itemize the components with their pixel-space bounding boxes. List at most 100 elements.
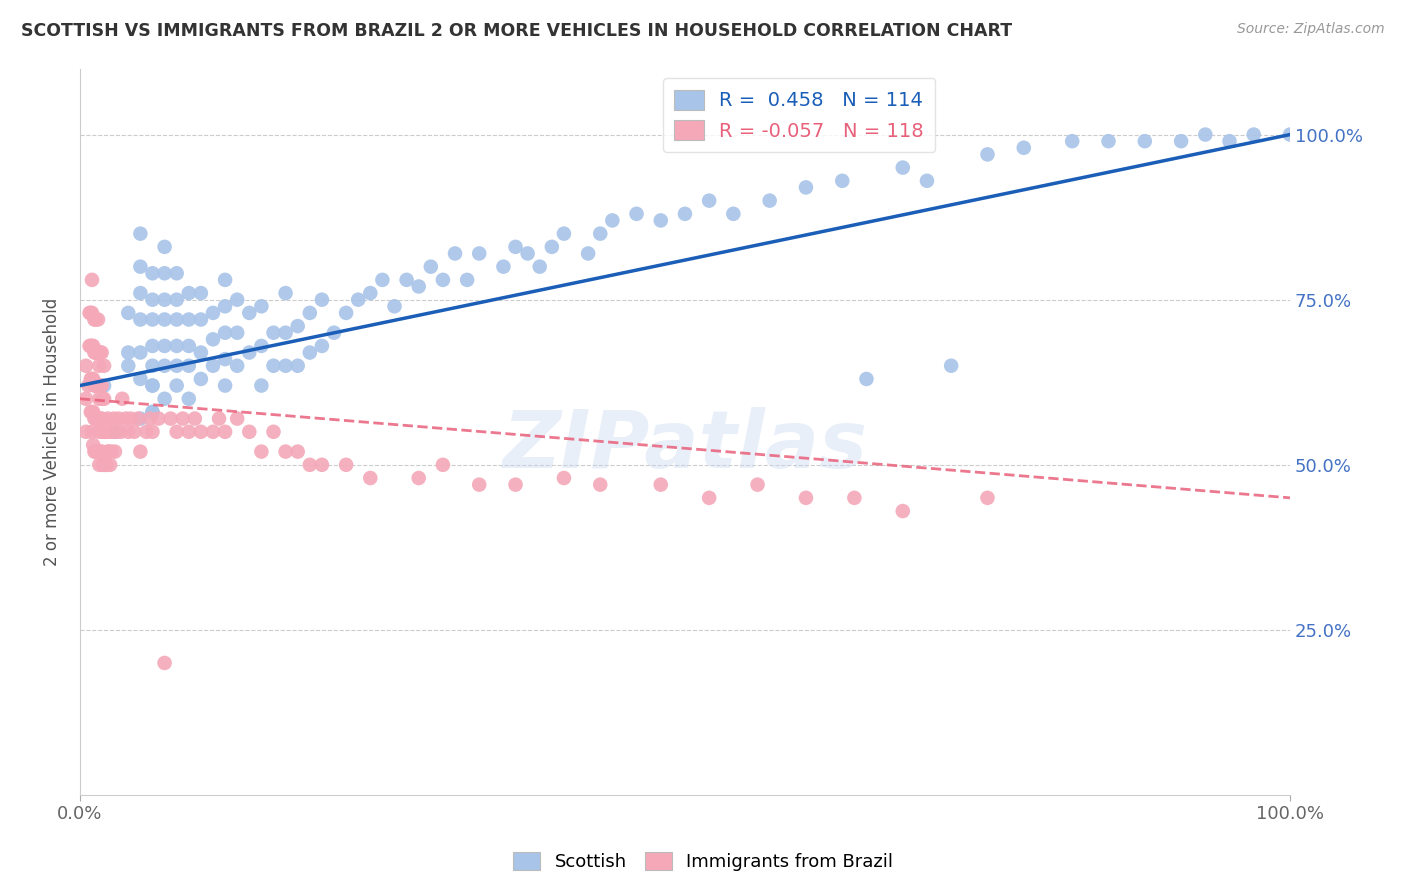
Point [83,312,105,326]
Point [80,306,103,320]
Point [540,240,562,254]
Point [89,378,111,392]
Point [287,319,309,334]
Point [141,293,163,307]
Point [250,378,273,392]
Legend: R =  0.458   N = 114, R = -0.057   N = 118: R = 0.458 N = 114, R = -0.057 N = 118 [662,78,935,153]
Point [184,411,207,425]
Point [359,471,381,485]
Point [831,174,853,188]
Point [80,372,103,386]
Point [153,359,176,373]
Point [794,491,817,505]
Point [86,378,108,392]
Point [941,359,963,373]
Point [201,306,224,320]
Point [166,378,188,392]
Point [82,339,104,353]
Point [80,372,103,386]
Point [226,359,249,373]
Point [263,359,285,373]
Point [238,345,260,359]
Point [626,207,648,221]
Point [298,458,321,472]
Point [274,286,297,301]
Point [1012,141,1035,155]
Point [153,240,176,254]
Point [117,345,139,359]
Point [82,372,104,386]
Point [1097,134,1119,148]
Point [96,458,118,472]
Point [190,286,212,301]
Point [697,194,720,208]
Point [89,359,111,373]
Point [93,392,115,406]
Point [117,359,139,373]
Point [87,312,110,326]
Point [84,411,107,425]
Point [90,345,112,359]
Point [105,425,128,439]
Point [1194,128,1216,142]
Point [84,378,107,392]
Point [141,266,163,280]
Point [129,444,152,458]
Point [84,345,107,359]
Point [177,339,200,353]
Point [214,299,236,313]
Point [153,339,176,353]
Y-axis label: 2 or more Vehicles in Household: 2 or more Vehicles in Household [44,298,60,566]
Point [129,372,152,386]
Point [172,411,194,425]
Point [89,345,111,359]
Point [100,444,122,458]
Point [384,299,406,313]
Point [444,246,467,260]
Point [153,392,176,406]
Point [84,444,107,458]
Point [97,444,120,458]
Point [214,425,236,439]
Point [89,444,111,458]
Point [1279,128,1302,142]
Point [153,266,176,280]
Point [347,293,370,307]
Point [86,345,108,359]
Point [516,246,538,260]
Point [124,425,146,439]
Legend: Scottish, Immigrants from Brazil: Scottish, Immigrants from Brazil [506,845,900,879]
Point [82,438,104,452]
Point [492,260,515,274]
Point [84,312,107,326]
Point [141,405,163,419]
Point [855,372,877,386]
Point [287,444,309,458]
Point [395,273,418,287]
Point [94,425,117,439]
Point [1243,128,1265,142]
Point [723,207,745,221]
Point [238,425,260,439]
Point [80,405,103,419]
Point [263,326,285,340]
Point [1218,134,1240,148]
Point [83,345,105,359]
Point [75,359,97,373]
Point [274,359,297,373]
Point [298,306,321,320]
Point [250,444,273,458]
Point [86,444,108,458]
Text: Source: ZipAtlas.com: Source: ZipAtlas.com [1237,22,1385,37]
Point [214,273,236,287]
Point [75,392,97,406]
Point [135,425,157,439]
Point [359,286,381,301]
Point [89,392,111,406]
Point [153,293,176,307]
Point [1062,134,1084,148]
Point [141,425,163,439]
Point [553,227,575,241]
Point [311,458,333,472]
Point [87,378,110,392]
